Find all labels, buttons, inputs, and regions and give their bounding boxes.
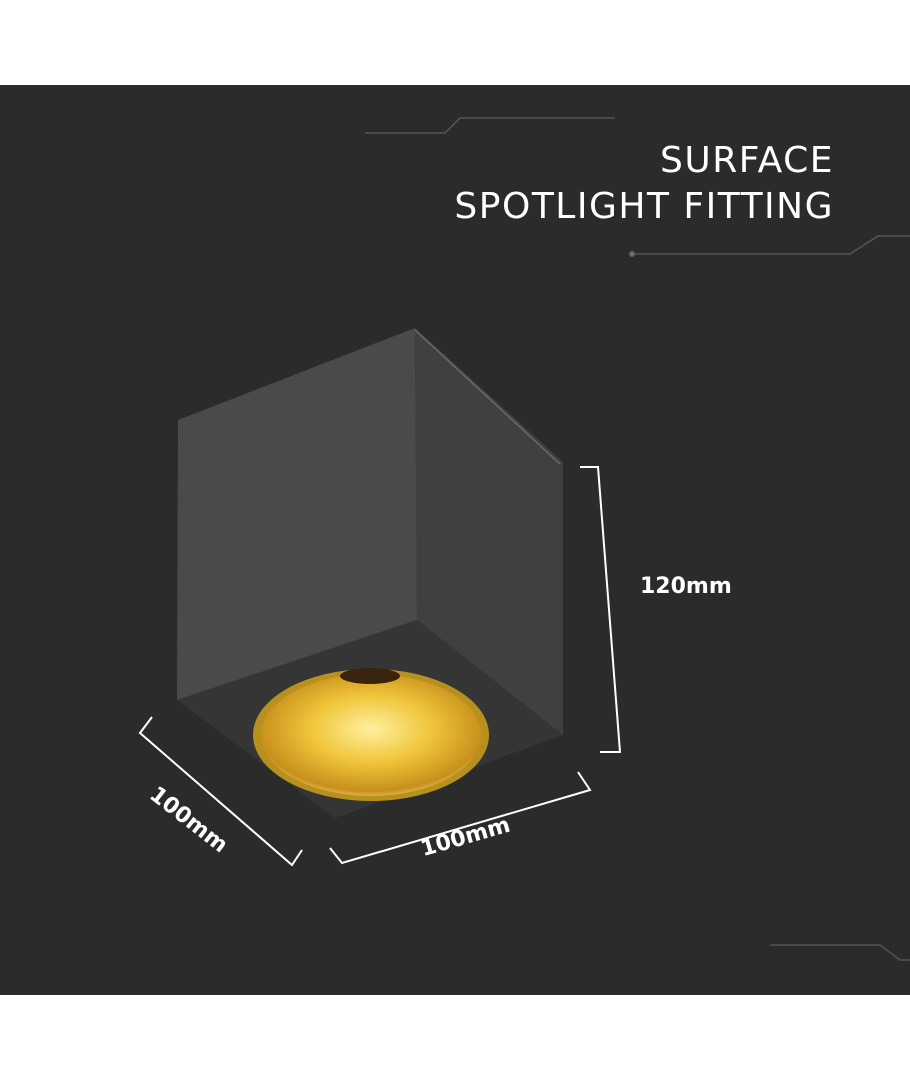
spotlight-housing <box>177 328 563 818</box>
dimension-lines <box>138 466 622 867</box>
housing-side-face <box>415 328 563 735</box>
height-dimension-line <box>580 466 622 753</box>
gold-reflector <box>261 674 481 796</box>
housing-front-face <box>177 328 417 700</box>
title-line-2: SPOTLIGHT FITTING <box>454 186 834 227</box>
title-line-1: SURFACE <box>660 140 834 181</box>
width-dimension-line <box>329 771 592 865</box>
height-label: 120mm <box>640 574 732 599</box>
depth-dimension-line <box>138 716 303 867</box>
decorative-lines <box>365 117 910 961</box>
